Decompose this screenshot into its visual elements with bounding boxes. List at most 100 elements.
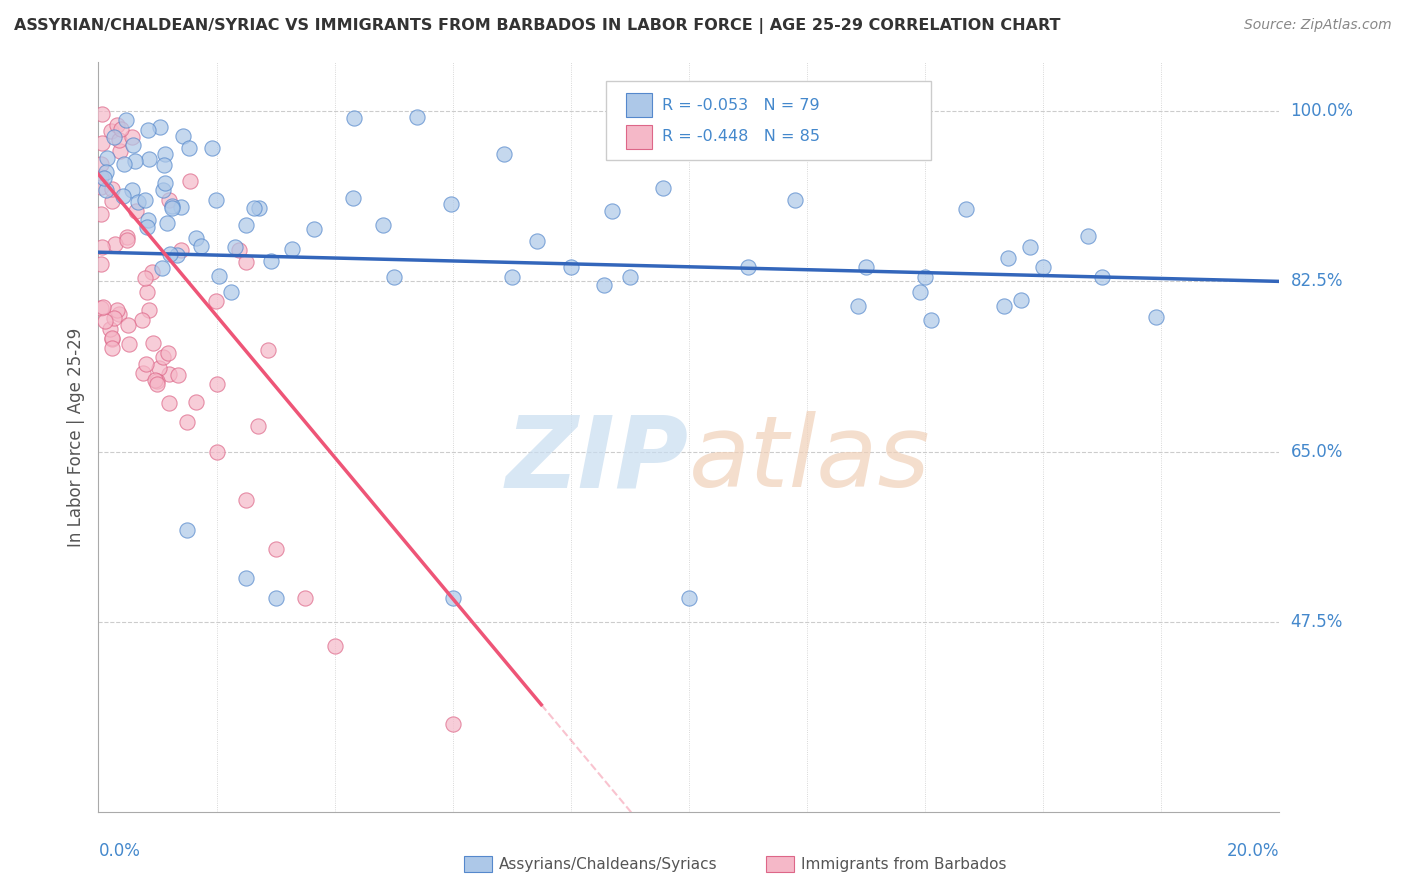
- Point: [146, 374, 169, 388]
- Point: [134, 194, 156, 208]
- Point: [90, 257, 112, 271]
- Text: R = -0.448   N = 85: R = -0.448 N = 85: [662, 129, 820, 145]
- Point: [323, 640, 346, 654]
- Point: [101, 331, 124, 345]
- Point: [90, 157, 112, 171]
- Point: [152, 183, 174, 197]
- Point: [1091, 269, 1114, 284]
- Point: [494, 147, 516, 161]
- Text: Immigrants from Barbados: Immigrants from Barbados: [801, 857, 1007, 871]
- Point: [172, 129, 194, 144]
- Point: [224, 240, 246, 254]
- Point: [264, 591, 287, 605]
- Point: [105, 302, 128, 317]
- Text: Assyrians/Chaldeans/Syriacs: Assyrians/Chaldeans/Syriacs: [499, 857, 717, 871]
- Point: [152, 158, 174, 172]
- Point: [1144, 310, 1167, 324]
- FancyBboxPatch shape: [606, 81, 931, 160]
- Point: [96, 151, 118, 165]
- Point: [136, 212, 159, 227]
- Point: [205, 376, 228, 391]
- Point: [103, 310, 125, 325]
- Point: [600, 204, 623, 219]
- Point: [110, 145, 132, 159]
- Point: [131, 313, 153, 327]
- Point: [156, 216, 179, 230]
- Point: [501, 269, 523, 284]
- Point: [157, 396, 180, 410]
- Point: [98, 322, 121, 336]
- Text: Source: ZipAtlas.com: Source: ZipAtlas.com: [1244, 18, 1392, 32]
- Point: [235, 255, 257, 269]
- Point: [108, 307, 131, 321]
- Point: [343, 112, 366, 126]
- Point: [257, 343, 280, 358]
- Point: [160, 201, 183, 215]
- Point: [124, 154, 146, 169]
- Point: [908, 285, 931, 299]
- Point: [153, 176, 176, 190]
- Point: [121, 137, 143, 152]
- Point: [406, 110, 429, 124]
- Point: [235, 493, 257, 508]
- Point: [101, 182, 124, 196]
- Point: [90, 169, 112, 184]
- Point: [179, 174, 201, 188]
- Point: [169, 243, 191, 257]
- Point: [294, 591, 316, 605]
- Point: [91, 300, 114, 314]
- Point: [166, 368, 188, 383]
- Point: [281, 242, 304, 256]
- Point: [177, 141, 200, 155]
- Point: [678, 591, 700, 605]
- Point: [150, 260, 173, 275]
- Text: ASSYRIAN/CHALDEAN/SYRIAC VS IMMIGRANTS FROM BARBADOS IN LABOR FORCE | AGE 25-29 : ASSYRIAN/CHALDEAN/SYRIAC VS IMMIGRANTS F…: [14, 18, 1060, 34]
- Point: [166, 248, 188, 262]
- Point: [100, 123, 122, 137]
- Point: [94, 314, 117, 328]
- Point: [1077, 229, 1099, 244]
- Point: [134, 271, 156, 285]
- Point: [1010, 293, 1032, 308]
- Point: [90, 207, 112, 221]
- Point: [142, 335, 165, 350]
- Point: [138, 302, 160, 317]
- Point: [117, 318, 139, 333]
- Point: [846, 299, 869, 313]
- Point: [260, 254, 283, 268]
- Point: [135, 285, 157, 299]
- Point: [117, 233, 139, 247]
- Point: [157, 193, 180, 207]
- Point: [186, 395, 208, 409]
- Point: [997, 251, 1019, 265]
- Text: 65.0%: 65.0%: [1291, 442, 1343, 460]
- Point: [146, 376, 169, 391]
- Point: [208, 269, 231, 284]
- Point: [104, 237, 127, 252]
- Point: [107, 133, 129, 147]
- Point: [159, 247, 181, 261]
- FancyBboxPatch shape: [626, 125, 652, 149]
- Point: [1032, 260, 1054, 274]
- Point: [169, 200, 191, 214]
- Point: [302, 222, 325, 236]
- Point: [526, 234, 548, 248]
- Point: [783, 193, 806, 207]
- Point: [94, 183, 117, 197]
- Point: [125, 204, 148, 219]
- Point: [90, 107, 112, 121]
- Point: [855, 260, 877, 274]
- Point: [235, 571, 257, 585]
- Point: [149, 120, 172, 134]
- Point: [103, 130, 125, 145]
- Text: 0.0%: 0.0%: [98, 842, 141, 860]
- Text: atlas: atlas: [689, 411, 931, 508]
- Point: [118, 336, 141, 351]
- Point: [205, 293, 228, 308]
- Point: [105, 118, 128, 132]
- Point: [176, 523, 198, 537]
- Text: ZIP: ZIP: [506, 411, 689, 508]
- Point: [560, 260, 582, 274]
- Point: [184, 230, 207, 244]
- Point: [101, 332, 124, 346]
